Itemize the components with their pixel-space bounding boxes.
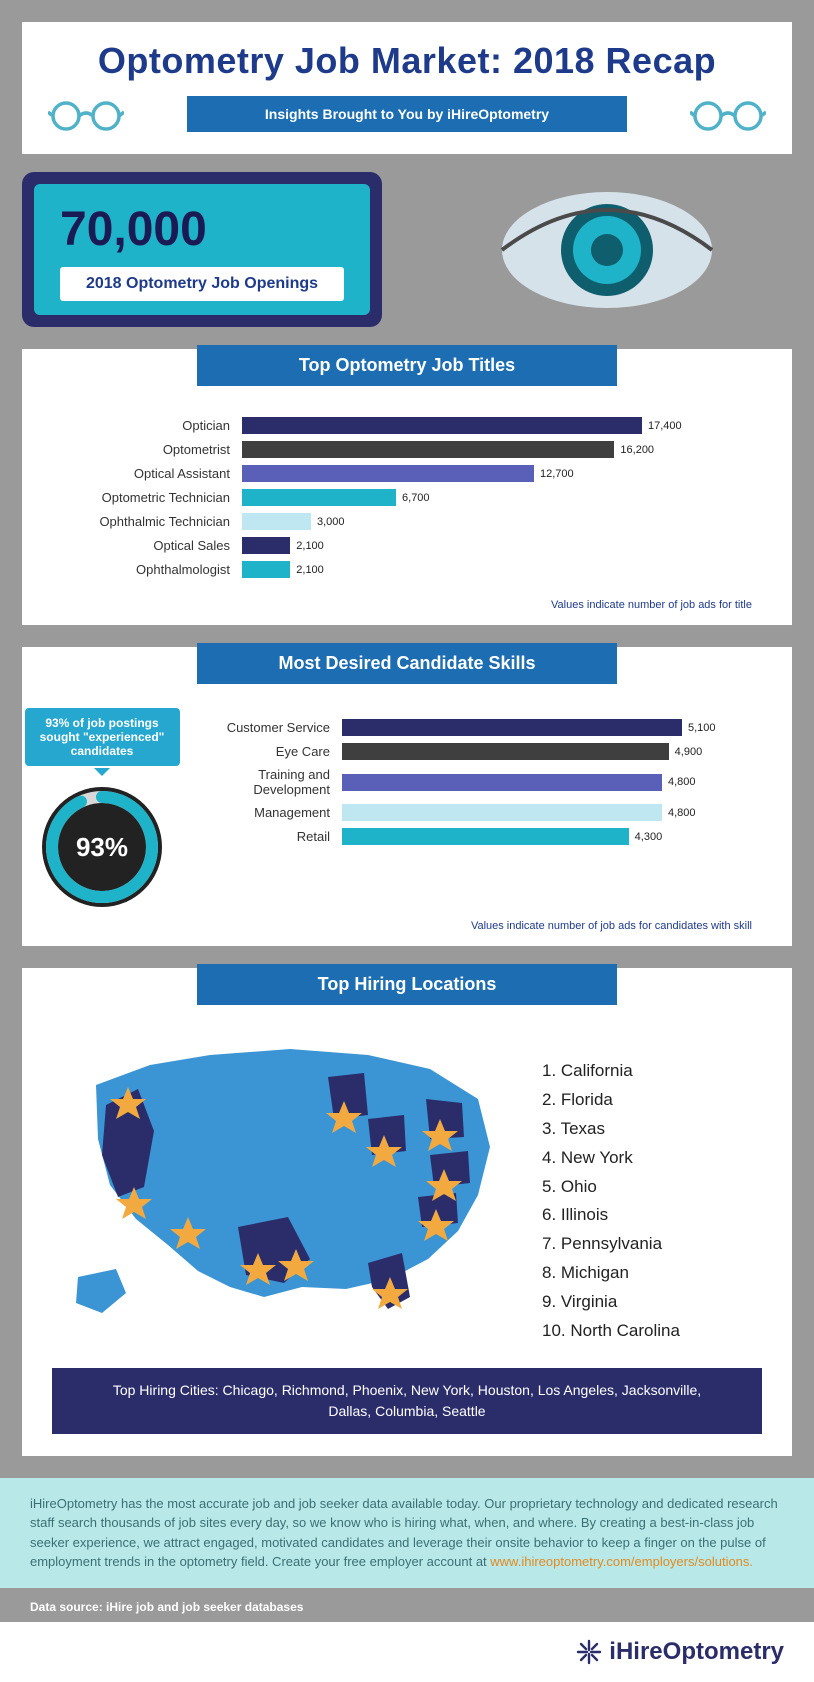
locations-list: 1. California2. Florida3. Texas4. New Yo…: [542, 1027, 756, 1346]
footer-link[interactable]: www.ihireoptometry.com/employers/solutio…: [490, 1554, 753, 1569]
jobs-title: Top Optometry Job Titles: [197, 345, 617, 386]
bar-value: 4,300: [635, 831, 663, 843]
bar-row: Management 4,800: [192, 804, 752, 821]
bar-label: Optical Sales: [62, 538, 242, 553]
logo-icon: [575, 1638, 603, 1666]
bar-label: Ophthalmologist: [62, 562, 242, 577]
bar-value: 4,800: [668, 807, 696, 819]
location-item: 4. New York: [542, 1144, 756, 1173]
donut-pct: 93%: [37, 782, 167, 912]
bar: [342, 743, 669, 760]
bar-row: Retail 4,300: [192, 828, 752, 845]
bar-label: Optical Assistant: [62, 466, 242, 481]
location-item: 2. Florida: [542, 1086, 756, 1115]
bar: [242, 417, 642, 434]
donut-callout: 93% of job postings sought "experienced"…: [25, 708, 180, 766]
bar-value: 16,200: [620, 444, 654, 456]
locations-panel: Top Hiring Locations: [22, 968, 792, 1456]
bar-label: Optometrist: [62, 442, 242, 457]
subtitle-ribbon: Insights Brought to You by iHireOptometr…: [187, 96, 627, 132]
footer-blurb: iHireOptometry has the most accurate job…: [0, 1478, 814, 1588]
bar-value: 12,700: [540, 468, 574, 480]
jobs-note: Values indicate number of job ads for ti…: [22, 591, 792, 611]
bar: [342, 719, 682, 736]
bar-label: Management: [192, 805, 342, 820]
bar-label: Customer Service: [192, 720, 342, 735]
bar: [242, 441, 614, 458]
logo: iHireOptometry: [575, 1638, 784, 1666]
location-item: 7. Pennsylvania: [542, 1230, 756, 1259]
bar-label: Ophthalmic Technician: [62, 514, 242, 529]
logo-text: iHireOptometry: [609, 1638, 784, 1666]
jobs-panel: Top Optometry Job Titles Optician17,400O…: [22, 349, 792, 625]
location-item: 5. Ohio: [542, 1173, 756, 1202]
bar-row: Training and Development 4,800: [192, 767, 752, 797]
bar-value: 3,000: [317, 516, 345, 528]
bar-row: Eye Care 4,900: [192, 743, 752, 760]
location-item: 6. Illinois: [542, 1201, 756, 1230]
bar: [242, 465, 534, 482]
header-card: Optometry Job Market: 2018 Recap Insight…: [22, 22, 792, 154]
bar-row: Ophthalmologist 2,100: [62, 561, 752, 578]
jobs-chart: Optician 17,400 Optometrist 16,200 Optical A…: [22, 390, 792, 591]
bar-label: Optometric Technician: [62, 490, 242, 505]
bar-value: 4,900: [675, 746, 703, 758]
data-source: Data source: iHire job and job seeker da…: [0, 1588, 814, 1622]
location-item: 8. Michigan: [542, 1259, 756, 1288]
glasses-icon-left: [48, 98, 124, 134]
bar-row: Optical Sales 2,100: [62, 537, 752, 554]
glasses-icon-right: [690, 98, 766, 134]
bar-row: Customer Service 5,100: [192, 719, 752, 736]
bar-value: 5,100: [688, 722, 716, 734]
logo-bar: iHireOptometry: [0, 1622, 814, 1682]
skills-note: Values indicate number of job ads for ca…: [22, 912, 792, 932]
bar: [342, 804, 662, 821]
stat-row: 70,000 2018 Optometry Job Openings: [22, 172, 792, 327]
bar-value: 4,800: [668, 776, 696, 788]
location-item: 1. California: [542, 1057, 756, 1086]
bar: [242, 537, 290, 554]
skills-chart: Customer Service 5,100 Eye Care 4,900 Traini…: [192, 688, 792, 912]
bar-value: 2,100: [296, 564, 324, 576]
stat-number: 70,000: [60, 202, 344, 257]
location-item: 3. Texas: [542, 1115, 756, 1144]
bar: [242, 561, 290, 578]
bar-value: 2,100: [296, 540, 324, 552]
bar-value: 6,700: [402, 492, 430, 504]
bar-row: Optician 17,400: [62, 417, 752, 434]
bar-value: 17,400: [648, 420, 682, 432]
bar-label: Optician: [62, 418, 242, 433]
stat-card: 70,000 2018 Optometry Job Openings: [22, 172, 382, 327]
bar-label: Retail: [192, 829, 342, 844]
skills-panel: Most Desired Candidate Skills 93% of job…: [22, 647, 792, 946]
bar-row: Optical Assistant 12,700: [62, 465, 752, 482]
donut-side: 93% of job postings sought "experienced"…: [12, 708, 192, 912]
location-item: 9. Virginia: [542, 1288, 756, 1317]
stat-label: 2018 Optometry Job Openings: [60, 267, 344, 301]
bar: [242, 513, 311, 530]
location-item: 10. North Carolina: [542, 1317, 756, 1346]
eye-icon: [422, 180, 792, 320]
main-title: Optometry Job Market: 2018 Recap: [42, 40, 772, 82]
locations-title: Top Hiring Locations: [197, 964, 617, 1005]
bar-label: Eye Care: [192, 744, 342, 759]
donut-chart: 93%: [37, 782, 167, 912]
subtitle-text: Insights Brought to You by iHireOptometr…: [187, 96, 627, 132]
cities-box: Top Hiring Cities: Chicago, Richmond, Ph…: [52, 1368, 762, 1434]
bar-label: Training and Development: [192, 767, 342, 797]
skills-title: Most Desired Candidate Skills: [197, 643, 617, 684]
usa-map: [58, 1027, 518, 1332]
bar: [242, 489, 396, 506]
bar-row: Optometric Technician 6,700: [62, 489, 752, 506]
bar: [342, 828, 629, 845]
bar-row: Optometrist 16,200: [62, 441, 752, 458]
bar: [342, 774, 662, 791]
bar-row: Ophthalmic Technician 3,000: [62, 513, 752, 530]
